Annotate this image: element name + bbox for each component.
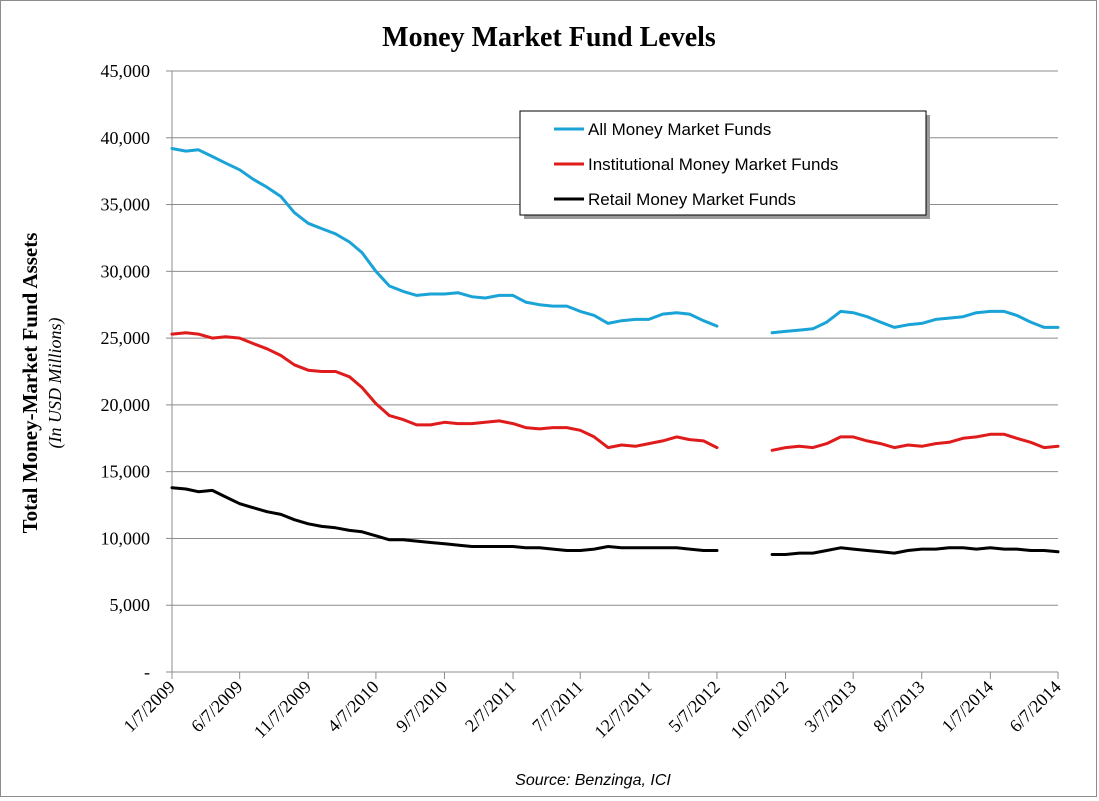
legend-label: Institutional Money Market Funds	[588, 155, 838, 174]
x-tick-label: 10/7/2012	[727, 677, 793, 743]
y-axis-label: Total Money-Market Fund Assets	[18, 233, 42, 534]
y-tick-label: 25,000	[101, 328, 151, 348]
y-axis-ticks: - 5,000 10,000 15,000 20,000 25,000 30,000 35,0…	[101, 61, 172, 682]
series-line-retail-money-market-funds	[170, 486, 1060, 556]
y-tick-label: 5,000	[110, 595, 151, 615]
x-tick-label: 4/7/2010	[323, 677, 382, 736]
x-tick-label: 12/7/2011	[590, 677, 655, 742]
x-tick-label: 7/7/2011	[528, 677, 587, 736]
y-axis-label-group: Total Money-Market Fund Assets (In USD M…	[18, 233, 66, 534]
series-line-all-money-market-funds	[170, 147, 1060, 335]
y-tick-label: -	[144, 662, 150, 682]
y-tick-label: 10,000	[101, 528, 151, 548]
x-tick-label: 6/7/2009	[187, 677, 246, 736]
y-tick-label: 15,000	[101, 462, 151, 482]
y-tick-label: 40,000	[101, 128, 151, 148]
axes	[171, 71, 1058, 673]
y-tick-label: 35,000	[101, 195, 151, 215]
x-tick-label: 8/7/2013	[869, 677, 928, 736]
x-tick-label: 2/7/2011	[461, 677, 520, 736]
legend: All Money Market Funds Institutional Mone…	[519, 110, 930, 219]
y-tick-label: 20,000	[101, 395, 151, 415]
legend-label: Retail Money Market Funds	[588, 190, 796, 209]
x-tick-label: 11/7/2009	[250, 677, 315, 742]
legend-label: All Money Market Funds	[588, 120, 771, 139]
source-note: Source: Benzinga, ICI	[515, 772, 671, 789]
series-line-institutional-money-market-funds	[170, 331, 1060, 452]
chart-title: Money Market Fund Levels	[382, 22, 716, 53]
y-tick-label: 30,000	[101, 261, 151, 281]
x-axis-ticks: 1/7/2009 6/7/2009 11/7/2009 4/7/2010 9/7/201…	[119, 672, 1065, 743]
x-tick-label: 9/7/2010	[392, 677, 451, 736]
gridlines	[172, 70, 1058, 606]
legend-box	[519, 110, 927, 216]
x-tick-label: 3/7/2013	[801, 677, 860, 736]
series-lines	[170, 147, 1060, 556]
x-tick-label: 1/7/2014	[938, 677, 997, 736]
x-tick-label: 5/7/2012	[664, 677, 723, 736]
y-axis-sublabel: (In USD Millions)	[45, 318, 66, 449]
y-tick-label: 45,000	[101, 61, 151, 81]
x-tick-label: 6/7/2014	[1005, 677, 1064, 736]
x-tick-label: 1/7/2009	[119, 677, 178, 736]
